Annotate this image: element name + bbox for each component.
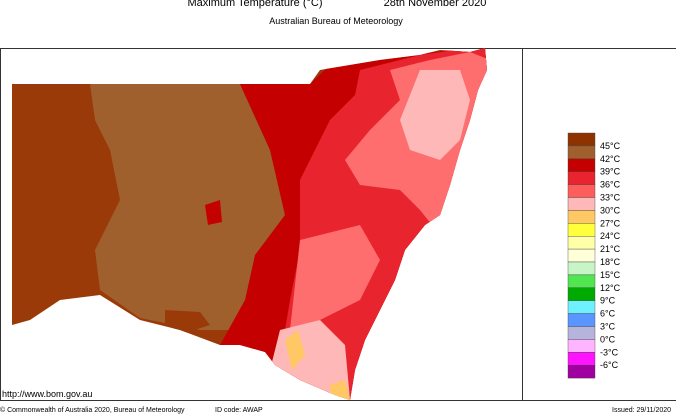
legend-swatch (567, 248, 596, 263)
title: Maximum Temperature (°C) (187, 0, 322, 9)
legend-swatch (567, 210, 596, 224)
legend-swatch (567, 287, 596, 301)
legend-label: -3°C (600, 347, 619, 357)
legend-swatch (567, 171, 596, 185)
legend-label: 15°C (600, 270, 621, 280)
date: 28th November 2020 (384, 0, 487, 9)
subtitle: Australian Bureau of Meteorology (269, 16, 403, 26)
legend-label: 33°C (600, 193, 621, 203)
issued: Issued: 29/11/2020 (612, 407, 671, 414)
legend-label: 0°C (600, 334, 616, 344)
legend-swatch (567, 158, 596, 172)
url: http://www.bom.gov.au (2, 389, 92, 399)
legend-label: 39°C (600, 167, 621, 177)
legend-label: 36°C (600, 180, 621, 190)
legend-label: 27°C (600, 218, 621, 228)
legend-label: 24°C (600, 231, 621, 241)
legend-frame (522, 48, 676, 401)
legend-swatch (567, 235, 596, 250)
legend-swatch (567, 145, 596, 159)
legend-swatch (567, 274, 596, 288)
legend-swatch (567, 313, 596, 327)
legend-swatch (567, 326, 596, 340)
legend-label: 9°C (600, 296, 616, 306)
legend-label: 18°C (600, 257, 621, 267)
map (12, 48, 487, 400)
legend: 45°C 42°C 39°C 36°C 33°C 30°C 27°C 24°C 21°C 18°C… (567, 132, 621, 379)
legend-swatch (567, 223, 596, 237)
legend-label: 42°C (600, 154, 621, 164)
legend-label: 3°C (600, 322, 616, 332)
legend-swatch (567, 132, 596, 147)
legend-label: 30°C (600, 205, 621, 215)
legend-label: 45°C (600, 141, 621, 151)
legend-swatch (567, 339, 596, 353)
id-code: ID code: AWAP (215, 407, 263, 414)
legend-swatch (567, 184, 596, 198)
legend-swatch (567, 300, 596, 314)
legend-swatch (567, 197, 596, 211)
legend-label: 12°C (600, 283, 621, 293)
legend-label: 21°C (600, 244, 621, 254)
legend-swatch (567, 352, 596, 366)
legend-swatch (567, 261, 596, 276)
legend-label: 6°C (600, 309, 616, 319)
copyright: © Commonwealth of Australia 2020, Bureau… (0, 406, 185, 414)
legend-label: -6°C (600, 360, 619, 370)
legend-swatch (567, 365, 596, 379)
